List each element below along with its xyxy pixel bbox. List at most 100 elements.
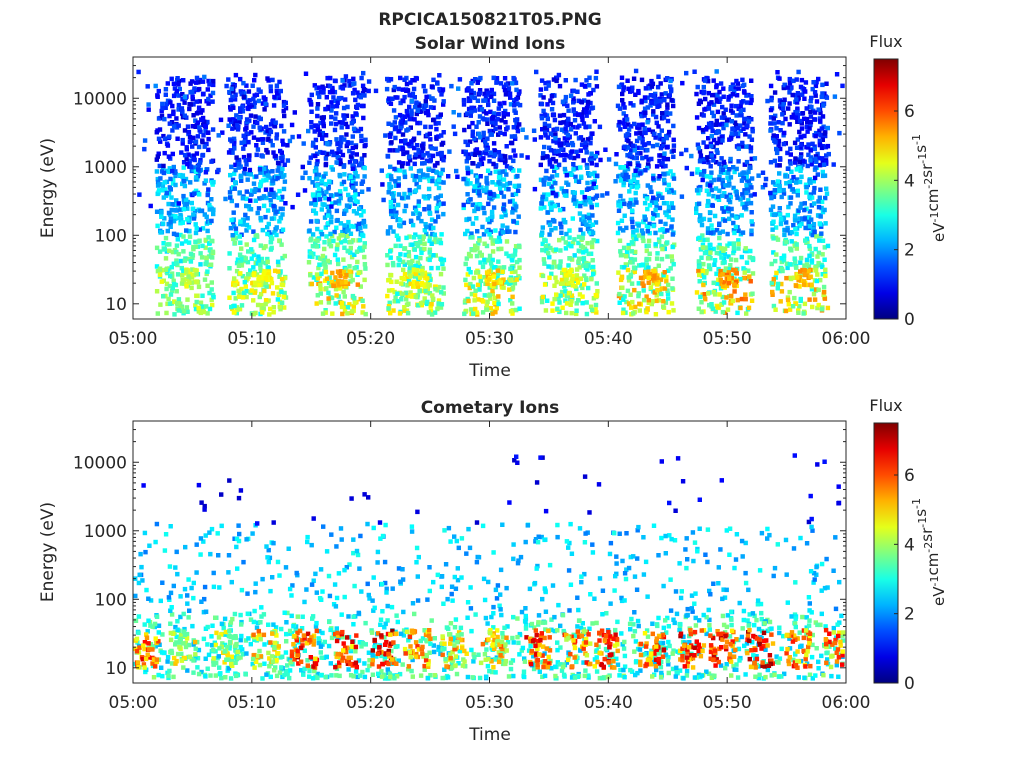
- spectrogram-cell: [234, 260, 240, 266]
- spectrogram-cell: [742, 121, 747, 126]
- spectrogram-cell: [734, 113, 739, 118]
- spectrogram-cell: [787, 307, 793, 312]
- spectrogram-cell: [279, 277, 285, 282]
- spectrogram-cell: [309, 109, 314, 114]
- spectrogram-cell: [389, 177, 394, 182]
- spectrogram-cell: [237, 191, 242, 196]
- spectrogram-cell: [410, 91, 416, 97]
- spectrogram-cell: [229, 164, 234, 170]
- spectrogram-cell: [642, 113, 647, 118]
- spectrogram-cell: [635, 151, 640, 156]
- spectrogram-cell: [813, 83, 819, 89]
- spectrogram-cell: [271, 305, 276, 310]
- spectrogram-cell: [416, 199, 421, 204]
- spectrogram-cell: [314, 244, 320, 249]
- spectrogram-cell: [498, 81, 504, 86]
- spectrogram-cell: [211, 211, 216, 217]
- spectrogram-cell: [323, 225, 328, 230]
- spectrogram-cell: [496, 111, 501, 117]
- spectrogram-cell: [650, 299, 655, 304]
- spectrogram-cell: [471, 105, 477, 111]
- spectrogram-cell: [440, 167, 445, 173]
- spectrogram-cell: [774, 126, 779, 131]
- spectrogram-cell: [619, 175, 624, 180]
- spectrogram-cell: [825, 143, 831, 149]
- spectrogram-cell: [345, 311, 350, 316]
- spectrogram-cell: [398, 243, 403, 249]
- spectrogram-cell: [196, 167, 201, 172]
- spectrogram-cell: [386, 288, 392, 293]
- spectrogram-cell: [713, 186, 719, 191]
- spectrogram-cell: [783, 174, 788, 179]
- spectrogram-cell: [416, 169, 422, 174]
- spectrogram-cell: [737, 123, 743, 128]
- spectrogram-cell: [781, 187, 786, 193]
- spectrogram-cell: [325, 106, 330, 111]
- spectrogram-cell: [420, 172, 426, 177]
- spectrogram-cell: [591, 267, 596, 273]
- spectrogram-cell: [271, 103, 277, 108]
- spectrogram-cell: [734, 271, 739, 276]
- spectrogram-cell: [193, 244, 199, 249]
- spectrogram-cell: [818, 110, 823, 116]
- spectrogram-cell: [622, 105, 627, 110]
- spectrogram-cell: [260, 227, 265, 233]
- spectrogram-cell: [480, 224, 485, 230]
- spectrogram-cell: [498, 277, 503, 283]
- spectrogram-cell: [632, 269, 637, 274]
- spectrogram-cell: [770, 227, 775, 232]
- spectrogram-cell: [327, 89, 333, 95]
- spectrogram-cell: [173, 207, 178, 213]
- spectrogram-cell: [514, 204, 519, 209]
- spectrogram-cell: [490, 249, 496, 254]
- spectrogram-cell: [439, 153, 444, 158]
- spectrogram-cell: [626, 242, 631, 248]
- spectrogram-cell: [391, 308, 396, 313]
- spectrogram-cell: [632, 184, 637, 189]
- spectrogram-cell: [718, 268, 723, 274]
- spectrogram-cell: [792, 213, 798, 219]
- spectrogram-cell: [746, 119, 752, 124]
- spectrogram-cell: [712, 292, 718, 297]
- spectrogram-cell: [436, 284, 442, 290]
- spectrogram-cell: [763, 182, 768, 188]
- spectrogram-cell: [551, 77, 557, 82]
- spectrogram-cell: [258, 266, 263, 271]
- spectrogram-cell: [504, 144, 509, 149]
- spectrogram-cell: [627, 204, 632, 210]
- spectrogram-cell: [174, 116, 179, 121]
- spectrogram-cell: [363, 224, 368, 229]
- spectrogram-cell: [727, 137, 732, 142]
- spectrogram-cell: [503, 120, 508, 125]
- spectrogram-cell: [179, 107, 184, 112]
- spectrogram-cell: [168, 187, 173, 192]
- spectrogram-cell: [538, 206, 543, 211]
- spectrogram-cell: [157, 267, 163, 272]
- spectrogram-cell: [732, 120, 738, 125]
- spectrogram-cell: [731, 248, 737, 253]
- spectrogram-cell: [358, 94, 363, 100]
- spectrogram-cell: [634, 200, 639, 205]
- spectrogram-cell: [415, 243, 421, 249]
- spectrogram-cell: [416, 148, 421, 153]
- spectrogram-cell: [327, 275, 332, 280]
- spectrogram-cell: [631, 229, 636, 235]
- spectrogram-cell: [624, 225, 629, 231]
- spectrogram-cell: [323, 310, 328, 315]
- spectrogram-cell: [402, 262, 407, 267]
- spectrogram-cell: [492, 295, 498, 301]
- spectrogram-cell: [466, 266, 471, 272]
- spectrogram-cell: [817, 142, 823, 148]
- spectrogram-cell: [581, 256, 586, 262]
- spectrogram-cell: [566, 117, 571, 122]
- spectrogram-cell: [785, 85, 790, 90]
- spectrogram-cell: [646, 238, 652, 244]
- spectrogram-cell: [268, 247, 274, 252]
- spectrogram-cell: [238, 89, 243, 94]
- spectrogram-cell: [160, 188, 165, 193]
- spectrogram-cell: [721, 111, 726, 116]
- spectrogram-cell: [819, 307, 825, 312]
- spectrogram-cell: [400, 145, 405, 151]
- spectrogram-cell: [494, 305, 499, 311]
- spectrogram-cell: [310, 143, 316, 148]
